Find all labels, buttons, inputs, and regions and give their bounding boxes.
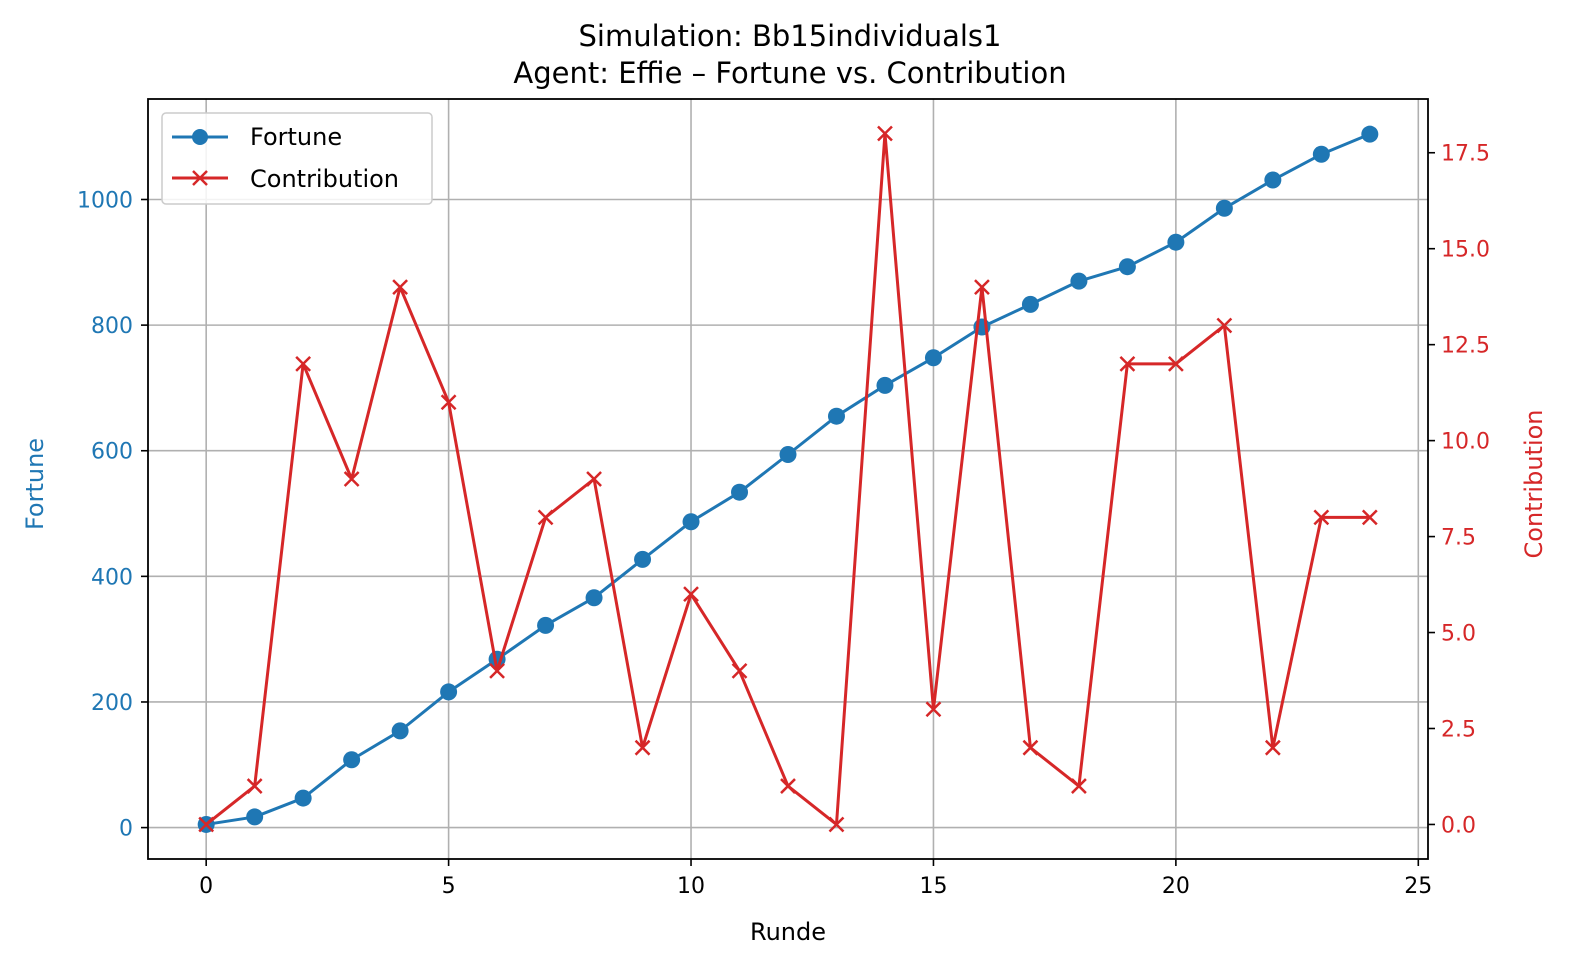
legend: Fortune Contribution [161, 112, 433, 205]
y-right-tick-label: 10.0 [1441, 430, 1490, 455]
contribution-point [974, 279, 990, 295]
y-left-tick-label: 800 [91, 314, 133, 339]
contribution-point [1264, 739, 1281, 756]
legend-fortune-label: Fortune [250, 123, 342, 151]
fortune-point [634, 550, 652, 568]
fortune-point [1215, 199, 1233, 217]
x-axis-label: Runde [750, 918, 826, 946]
fortune-point [876, 376, 894, 394]
contribution-point [1216, 317, 1233, 334]
y-right-tick-label: 15.0 [1441, 238, 1490, 263]
fortune-point [779, 446, 797, 464]
series-layer [197, 125, 1379, 833]
x-tick-label: 15 [919, 874, 947, 899]
contribution-point [828, 816, 845, 833]
contribution-point [1361, 509, 1378, 526]
legend-contribution-marker [192, 170, 208, 186]
fortune-point [1167, 233, 1185, 251]
y-left-tick-label: 200 [91, 691, 133, 716]
x-tick-label: 0 [199, 874, 213, 899]
contribution-point [780, 778, 796, 794]
fortune-point [537, 616, 555, 634]
contribution-line [205, 132, 1370, 826]
grid [148, 99, 1428, 859]
y-right-tick-label: 2.5 [1441, 717, 1476, 742]
fortune-point [343, 751, 361, 769]
y-axis-label-left: Fortune [21, 438, 49, 530]
contribution-point [634, 739, 651, 756]
x-tick-label: 25 [1404, 874, 1432, 899]
contribution-point [489, 663, 505, 679]
y-axis-label-right: Contribution [1520, 409, 1548, 558]
x-tick-label: 5 [442, 874, 456, 899]
x-tick-label: 10 [677, 874, 705, 899]
fortune-point [1118, 258, 1136, 276]
contribution-point [537, 509, 554, 526]
contribution-point [925, 701, 942, 718]
legend-fortune-marker [192, 129, 208, 145]
fortune-point [246, 808, 264, 826]
fortune-point [1021, 295, 1039, 313]
legend-box [161, 112, 433, 205]
contribution-point [198, 816, 215, 833]
fortune-line [205, 132, 1371, 826]
contribution-point [1119, 355, 1136, 372]
contribution-point [295, 355, 312, 372]
contribution-point [1071, 778, 1087, 794]
y-left-tick-label: 0 [119, 817, 133, 842]
series-contribution [198, 125, 1378, 833]
contribution-point [586, 471, 602, 487]
fortune-point [585, 589, 603, 607]
contribution-point [877, 125, 893, 142]
contribution-point [392, 279, 409, 295]
contribution-point [246, 778, 263, 794]
contribution-point [343, 471, 360, 487]
chart-title: Simulation: Bb15individuals1 [579, 19, 1002, 53]
fortune-point [1264, 171, 1282, 189]
x-axis: 0 5 10 15 20 25 [199, 859, 1432, 899]
contribution-point [440, 394, 457, 411]
y-left-tick-label: 1000 [77, 188, 133, 213]
chart-subtitle: Agent: Effie – Fortune vs. Contribution [513, 56, 1066, 90]
y-right-tick-label: 0.0 [1441, 813, 1476, 838]
fortune-point [1312, 145, 1330, 163]
fortune-point [682, 513, 700, 531]
plot-frame [147, 98, 1429, 860]
contribution-point [1313, 509, 1330, 526]
fortune-point [827, 407, 845, 425]
contribution-point [683, 586, 699, 603]
series-fortune [197, 125, 1379, 833]
contribution-point [1022, 739, 1039, 756]
contribution-point [1167, 355, 1184, 372]
y-right-tick-label: 12.5 [1441, 334, 1490, 359]
fortune-point [294, 789, 312, 807]
y-right-tick-label: 7.5 [1441, 526, 1476, 551]
fortune-point [391, 722, 409, 740]
y-axis-left: 0 200 400 600 800 1000 [77, 188, 148, 842]
y-right-tick-label: 5.0 [1441, 622, 1476, 647]
x-tick-label: 20 [1162, 874, 1190, 899]
fortune-point [440, 683, 458, 701]
legend-contribution-label: Contribution [250, 165, 399, 193]
fortune-point [924, 349, 942, 367]
y-left-tick-label: 600 [91, 440, 133, 465]
fortune-point [731, 483, 749, 501]
fortune-point [1361, 125, 1379, 143]
y-axis-right: 0.0 2.5 5.0 7.5 10.0 12.5 15.0 17.5 [1428, 142, 1490, 838]
contribution-point [731, 663, 748, 679]
fortune-point [1070, 272, 1088, 290]
y-left-tick-label: 400 [91, 565, 133, 590]
y-right-tick-label: 17.5 [1441, 142, 1490, 167]
